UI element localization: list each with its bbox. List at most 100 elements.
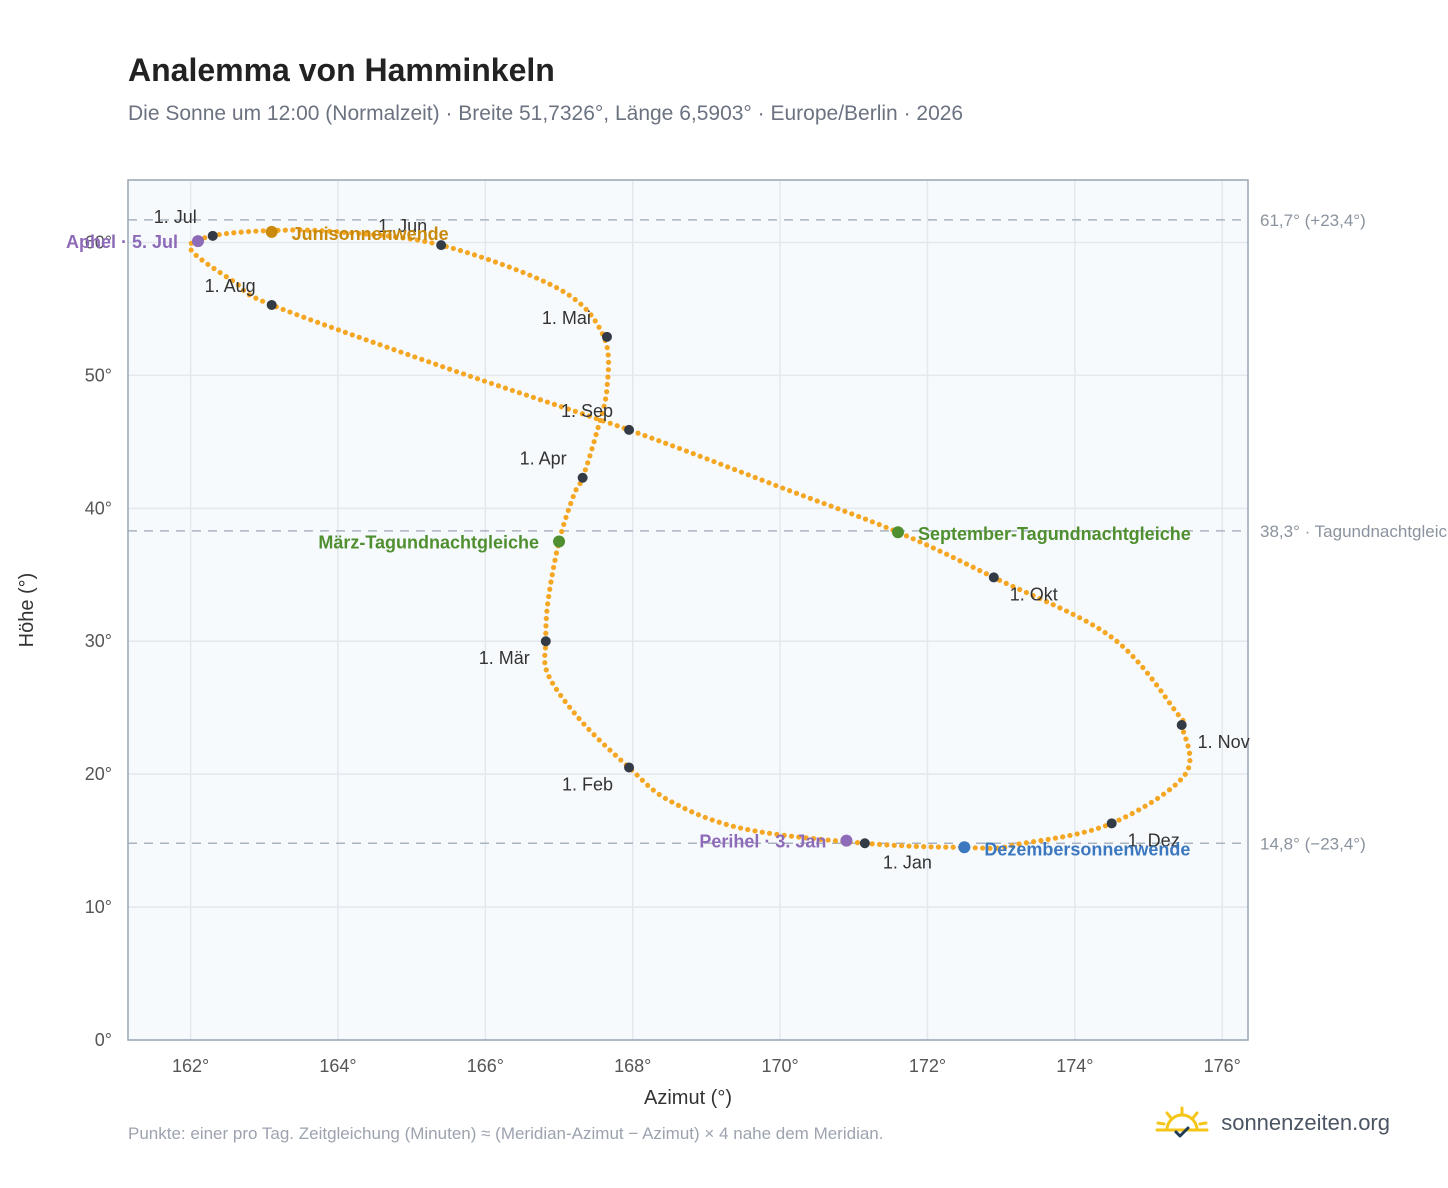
month-marker-label: 1. Feb [562,775,613,795]
analemma-point [559,528,565,535]
event-label: Aphel · 5. Jul [66,232,178,252]
analemma-point [537,397,544,403]
analemma-point [1102,630,1108,636]
analemma-point [635,430,641,436]
analemma-point [1045,836,1051,842]
analemma-point [1010,583,1016,590]
analemma-point [1148,799,1154,806]
analemma-point [579,411,585,417]
analemma-point [543,615,549,622]
analemma-point [899,843,905,849]
analemma-point [683,448,690,454]
analemma-point [543,667,549,673]
event-label: September-Tagundnachtgleiche [918,524,1191,544]
analemma-point [1166,700,1173,706]
analemma-point [910,536,916,542]
analemma-point [930,545,936,551]
analemma-point [759,477,765,483]
month-marker-label: 1. Jun [378,216,427,236]
y-tick-label: 10° [85,897,112,917]
event-label: März-Tagundnachtgleiche [318,533,539,553]
analemma-point [1002,844,1008,850]
event-marker [265,225,278,238]
analemma-point [963,561,970,567]
analemma-point [582,467,588,473]
analemma-point [586,413,592,419]
analemma-point [576,715,582,722]
x-tick-label: 164° [319,1056,356,1076]
event-marker [553,535,566,548]
analemma-point [944,551,950,557]
month-marker-label: 1. Apr [520,449,567,469]
analemma-point [1095,825,1102,831]
analemma-point [1185,743,1191,749]
analemma-point [883,524,889,530]
analemma-point [718,461,724,467]
analemma-curve [188,227,1193,851]
analemma-point [876,841,883,848]
analemma-point [371,232,377,238]
analemma-point [972,845,978,851]
analemma-point [752,474,758,481]
analemma-point [553,686,560,693]
analemma-point [906,843,912,849]
analemma-point [544,608,550,614]
analemma-point [1050,602,1056,608]
analemma-point [605,359,612,365]
analemma-point [520,269,526,275]
analemma-point [216,231,222,238]
analemma-point [1074,831,1080,837]
analemma-point [321,322,328,328]
analemma-point [793,490,800,496]
analemma-point [1038,837,1044,844]
analemma-point [549,572,555,578]
reference-line-label: 38,3° · Tagundnachtgleiche [1260,522,1448,541]
event-label: Junisonnenwende [292,224,449,244]
analemma-point [419,356,425,362]
analemma-point [527,272,533,278]
analemma-point [1186,750,1193,756]
month-marker [624,424,635,435]
analemma-point [245,228,252,235]
analemma-point [935,844,942,850]
analemma-point [695,812,702,818]
event-label: Perihel · 3. Jan [699,832,826,852]
brand[interactable]: sonnenzeiten.org [1155,1106,1390,1140]
analemma-point [639,777,645,783]
analemma-point [1171,706,1177,712]
analemma-point [862,516,869,522]
analemma-point [1023,840,1029,846]
analemma-point [464,250,471,256]
analemma-point [591,439,597,445]
analemma-point [1140,664,1146,671]
analemma-point [246,292,252,298]
event-label: Dezembersonnenwende [984,839,1190,859]
analemma-point [1016,841,1022,847]
analemma-point [553,285,560,291]
analemma-point [586,726,592,733]
analemma-point [788,833,795,839]
analemma-point [766,480,772,486]
analemma-point [260,298,266,304]
analemma-point [217,269,223,276]
analemma-point [412,354,418,360]
analemma-point [689,809,695,815]
analemma-point [1017,586,1023,593]
analemma-point [467,373,474,379]
analemma-point [551,401,557,407]
analemma-point [752,828,758,834]
x-tick-label: 172° [909,1056,946,1076]
analemma-point [1154,795,1161,802]
analemma-point [604,381,610,387]
analemma-point [561,521,567,528]
analemma-point [429,240,435,246]
analemma-point [509,387,516,394]
analemma-point [913,843,919,849]
analemma-point [1088,827,1095,833]
analemma-point [290,227,296,233]
analemma-point [614,423,620,429]
analemma-point [1077,615,1083,621]
analemma-point [803,835,809,841]
analemma-point [970,564,976,570]
analemma-point [1125,648,1131,654]
